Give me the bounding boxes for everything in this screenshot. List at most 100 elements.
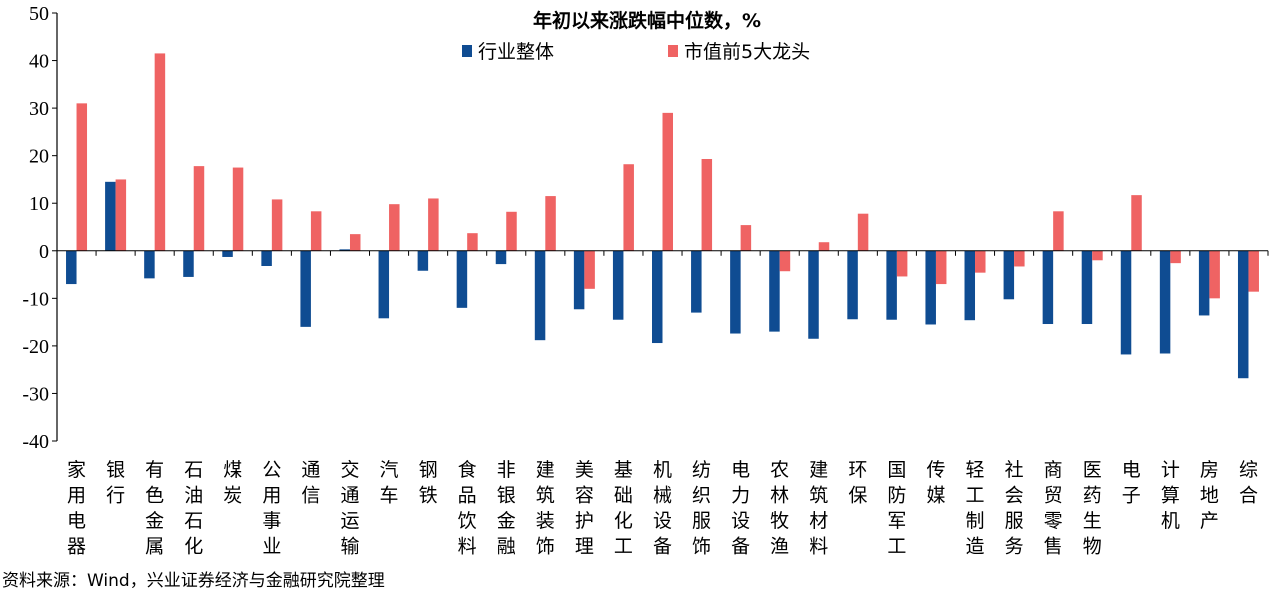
bar-series-0-19 [808,250,819,339]
legend-swatch-series-0 [462,45,472,57]
bar-series-1-27 [1131,195,1142,251]
bar-series-1-28 [1170,250,1181,264]
y-tick-label: 30 [29,98,49,120]
bar-series-1-14 [623,164,634,251]
bar-series-1-26 [1092,250,1103,261]
bar-series-0-23 [964,250,976,321]
category-label: 煤炭 [223,459,242,507]
bar-series-1-29 [1209,250,1220,299]
legend: 行业整体 市值前5大龙头 [462,41,810,63]
bar-series-0-24 [1003,250,1015,300]
category-label: 医药生物 [1083,459,1102,558]
category-label: 电力设备 [731,459,750,558]
bar-series-1-3 [193,166,205,251]
category-label: 食品饮料 [458,459,477,558]
bar-series-1-6 [310,211,322,251]
category-label: 公用事业 [262,459,281,558]
category-label: 家用电器 [67,459,86,558]
bar-series-1-15 [662,112,673,251]
bar-series-0-26 [1081,250,1093,325]
bar-series-0-5 [261,250,272,266]
bar-series-0-8 [378,250,390,319]
category-label: 美容护理 [575,459,594,558]
bar-series-1-21 [896,250,908,277]
bar-series-0-15 [652,250,663,344]
category-label: 农林牧渔 [770,459,789,558]
bar-series-0-11 [495,250,507,265]
bar-series-0-29 [1198,250,1210,316]
bar-series-1-23 [975,250,986,273]
category-label: 建筑装饰 [536,459,555,558]
bar-series-0-20 [847,250,858,320]
y-tick-label: -20 [22,336,49,358]
category-label: 建筑材料 [809,459,828,558]
bar-series-1-4 [232,167,244,251]
y-tick-label: 20 [29,146,49,168]
bar-series-1-1 [115,179,127,251]
category-label: 交通运输 [340,459,359,558]
category-label: 石油石化 [184,459,203,558]
bar-series-1-20 [857,213,869,251]
category-label: 轻工制造 [966,459,985,558]
source-note: 资料来源：Wind，兴业证券经济与金融研究院整理 [2,571,385,591]
bar-series-0-7 [339,249,350,251]
bar-series-0-17 [730,250,741,334]
bar-series-1-16 [701,158,713,251]
category-label: 房地产 [1200,459,1219,532]
bar-series-1-10 [467,233,478,251]
bar-series-0-13 [573,250,585,310]
category-label: 国防军工 [887,459,906,558]
bar-series-0-14 [612,250,624,320]
y-tick-label: 0 [39,241,49,263]
y-tick-label: -30 [22,383,49,405]
bar-series-0-12 [534,250,546,341]
chart-title: 年初以来涨跌幅中位数，% [533,9,761,32]
bar-series-0-2 [144,250,155,279]
category-label: 通信 [301,459,320,507]
bar-series-1-17 [740,225,752,251]
category-label: 银行 [106,459,125,507]
bar-series-0-10 [456,250,468,308]
bar-series-1-25 [1053,211,1064,251]
category-label: 环保 [848,459,867,507]
category-label: 商贸零售 [1044,459,1063,558]
category-label: 社会服务 [1005,459,1024,558]
bar-series-0-3 [183,250,194,277]
category-label: 传媒 [926,459,945,507]
y-tick-label: -10 [22,288,49,310]
bar-series-0-25 [1042,250,1054,325]
bar-series-0-0 [66,250,77,285]
category-label: 非银金融 [497,459,516,558]
bar-series-1-11 [506,211,517,251]
category-label: 基础化工 [614,459,633,558]
bar-series-1-19 [818,242,830,251]
category-label: 综合 [1239,459,1258,507]
bar-series-1-9 [428,198,439,251]
bar-series-1-8 [389,204,400,251]
bar-series-0-22 [925,250,936,325]
legend-swatch-series-1 [668,45,678,57]
bar-series-0-4 [222,250,233,257]
bar-series-1-18 [779,250,791,272]
bar-series-0-18 [769,250,780,332]
category-label: 机械设备 [653,459,672,558]
bar-series-1-24 [1014,250,1025,267]
category-label: 电子 [1122,459,1141,507]
bar-series-0-16 [691,250,702,313]
bar-series-0-9 [417,250,429,271]
legend-label-series-1: 市值前5大龙头 [684,41,810,63]
bar-series-1-7 [349,234,361,251]
bar-series-1-22 [935,250,947,285]
bar-series-0-30 [1237,250,1249,379]
category-label: 钢铁 [419,459,438,507]
bar-series-1-13 [584,250,595,289]
bar-series-0-21 [886,250,897,320]
x-axis-ticks [56,250,1269,256]
category-label: 计算机 [1161,459,1180,532]
bars-layer [66,53,1259,379]
y-axis-ticks: 50 40 30 20 10 0 -10 -20 -30 -40 [22,3,57,453]
y-tick-label: 10 [29,193,49,215]
bar-series-0-6 [300,250,311,327]
